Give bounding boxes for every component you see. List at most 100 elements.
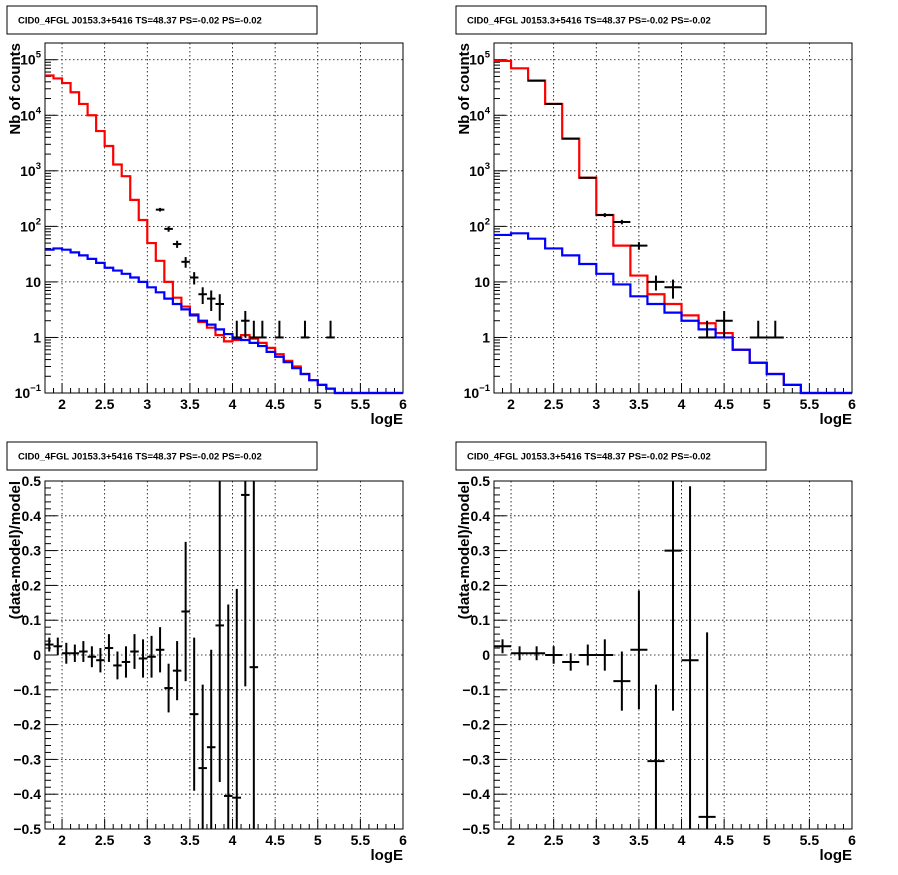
data-point: [215, 481, 224, 783]
data-point: [62, 642, 71, 664]
x-tick-label: 5: [763, 396, 771, 412]
x-tick-label: 4: [229, 832, 237, 848]
data-point: [206, 290, 216, 311]
chart-title: CID0_4FGL J0153.3+5416 TS=48.37 PS=-0.02…: [18, 452, 262, 463]
x-tick-label: 4: [229, 396, 237, 412]
y-tick-label: 1: [482, 329, 490, 345]
x-tick-label: 2: [58, 832, 66, 848]
y-tick-label: −0.1: [13, 682, 41, 698]
y-tick-label: −0.3: [462, 751, 490, 767]
data-point: [70, 644, 80, 662]
data-point: [241, 310, 250, 338]
y-tick-label: 0.4: [471, 508, 491, 524]
x-tick-label: 6: [399, 396, 407, 412]
x-tick-label: 5: [314, 832, 322, 848]
data-point: [494, 639, 512, 654]
y-tick-label: 10: [25, 274, 41, 290]
data-point: [241, 481, 250, 687]
chart-panel-1: CID0_4FGL J0153.3+5416 TS=48.37 PS=-0.02…: [6, 5, 407, 428]
x-tick-label: 3.5: [180, 832, 200, 848]
data-point: [630, 242, 648, 250]
data-point: [198, 287, 207, 305]
data-point: [113, 651, 122, 680]
y-tick-label: −0.3: [13, 751, 41, 767]
y-tick-label: −0.4: [13, 786, 41, 802]
data-point: [579, 176, 597, 179]
x-tick-label: 2.5: [544, 832, 564, 848]
data-point: [249, 481, 259, 829]
y-tick-label: −0.5: [462, 821, 490, 837]
data-point: [596, 213, 614, 218]
x-tick-label: 4.5: [265, 832, 285, 848]
data-point: [596, 639, 614, 671]
data-point: [249, 320, 259, 339]
y-axis-label: Nb of counts: [7, 43, 24, 135]
data-point: [181, 541, 190, 682]
data-point: [630, 590, 648, 709]
y-axis-label: Nb of counts: [456, 43, 473, 135]
series-line-2: [494, 232, 852, 395]
x-tick-label: 2.5: [95, 832, 115, 848]
y-tick-label: 0.1: [471, 612, 491, 628]
y-axis-label: (data-model)/model: [7, 481, 24, 619]
data-point: [528, 646, 546, 661]
y-tick-label: 105: [469, 50, 491, 68]
data-point: [715, 310, 733, 338]
x-tick-label: 3: [592, 832, 600, 848]
y-tick-label: 102: [20, 216, 41, 234]
y-tick-label: 0.2: [22, 577, 42, 593]
data-point: [121, 646, 131, 678]
data-point: [749, 320, 767, 339]
data-point: [172, 240, 182, 248]
x-axis-label: logE: [820, 411, 853, 428]
data-point: [172, 641, 182, 701]
x-tick-label: 4: [678, 832, 686, 848]
x-tick-label: 5: [314, 396, 322, 412]
x-tick-label: 6: [399, 832, 407, 848]
x-tick-label: 4.5: [714, 396, 734, 412]
y-tick-label: 0.3: [22, 543, 42, 559]
data-point: [647, 275, 665, 291]
data-point: [698, 320, 716, 339]
x-tick-label: 3: [143, 832, 151, 848]
data-point: [300, 320, 310, 339]
data-point: [198, 684, 207, 829]
y-tick-label: 1: [33, 329, 41, 345]
x-tick-label: 2: [58, 396, 66, 412]
data-point: [155, 207, 165, 212]
x-tick-label: 3.5: [629, 832, 649, 848]
data-point: [766, 320, 784, 339]
x-tick-label: 2: [507, 396, 515, 412]
chart-panel-3: CID0_4FGL J0153.3+5416 TS=48.37 PS=-0.02…: [6, 441, 407, 864]
data-point: [53, 637, 63, 655]
data-point: [79, 641, 88, 662]
chart-title-box: [6, 5, 318, 35]
data-point: [232, 588, 242, 829]
y-tick-label: 104: [469, 105, 491, 123]
chart-title: CID0_4FGL J0153.3+5416 TS=48.37 PS=-0.02…: [467, 16, 711, 27]
x-tick-label: 6: [848, 832, 856, 848]
y-tick-label: 0: [33, 647, 41, 663]
data-point: [130, 634, 139, 669]
x-tick-label: 3: [143, 396, 151, 412]
data-point: [224, 604, 233, 829]
y-tick-label: 103: [469, 161, 490, 179]
data-point: [147, 635, 156, 678]
chart-title-box: [455, 5, 767, 35]
data-point: [275, 320, 284, 339]
x-tick-label: 6: [848, 396, 856, 412]
data-point: [613, 219, 631, 225]
data-point: [613, 651, 631, 711]
x-tick-label: 2.5: [544, 396, 564, 412]
data-point: [104, 634, 114, 662]
x-tick-label: 4.5: [714, 832, 734, 848]
y-tick-label: 102: [469, 216, 490, 234]
y-tick-label: 10−1: [15, 383, 42, 401]
y-tick-label: 0.3: [471, 543, 491, 559]
y-tick-label: 0.1: [22, 612, 42, 628]
data-point: [181, 257, 190, 268]
data-point: [545, 646, 563, 664]
chart-title: CID0_4FGL J0153.3+5416 TS=48.37 PS=-0.02…: [18, 16, 262, 27]
y-tick-label: −0.5: [13, 821, 41, 837]
